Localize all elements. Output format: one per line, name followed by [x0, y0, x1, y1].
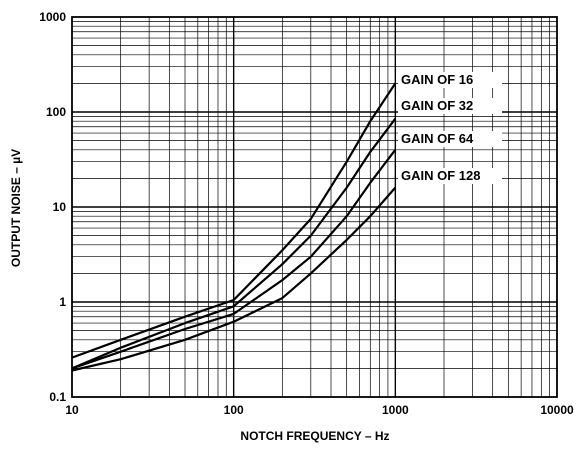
y-tick-labels: 0.1 1 10 100 1000: [39, 10, 66, 404]
series-lines: [71, 82, 397, 372]
y-axis-title: OUTPUT NOISE – µV: [9, 149, 23, 267]
x-tick-label: 100: [224, 403, 244, 417]
series-line-4: [71, 186, 397, 372]
x-tick-labels: 10 100 1000 10000: [65, 403, 574, 417]
y-tick-label: 1000: [39, 10, 66, 24]
x-tick-label: 10: [65, 403, 79, 417]
x-tick-label: 1000: [382, 403, 409, 417]
series-label-background: [398, 98, 502, 114]
series-label-3: GAIN OF 64: [401, 131, 474, 146]
y-tick-label: 10: [53, 200, 67, 214]
series-label-2: GAIN OF 32: [401, 98, 473, 113]
series-line-2: [71, 118, 397, 370]
series-labels: GAIN OF 16 GAIN OF 32 GAIN OF 64 GAIN OF 12…: [398, 72, 502, 184]
y-tick-label: 0.1: [49, 390, 66, 404]
series-label-4: GAIN OF 128: [401, 168, 480, 183]
plot-frame: [71, 16, 558, 398]
series-line-3: [71, 149, 397, 370]
x-tick-label: 10000: [540, 403, 574, 417]
series-label-background: [398, 168, 502, 184]
series-label-1: GAIN OF 16: [401, 72, 473, 87]
series-label-background: [398, 72, 502, 88]
series-label-background: [398, 131, 502, 147]
y-tick-label: 1: [59, 295, 66, 309]
x-axis-title: NOTCH FREQUENCY – Hz: [240, 429, 389, 443]
series-line-1: [71, 82, 397, 359]
grid: [72, 17, 557, 397]
y-tick-label: 100: [46, 105, 66, 119]
